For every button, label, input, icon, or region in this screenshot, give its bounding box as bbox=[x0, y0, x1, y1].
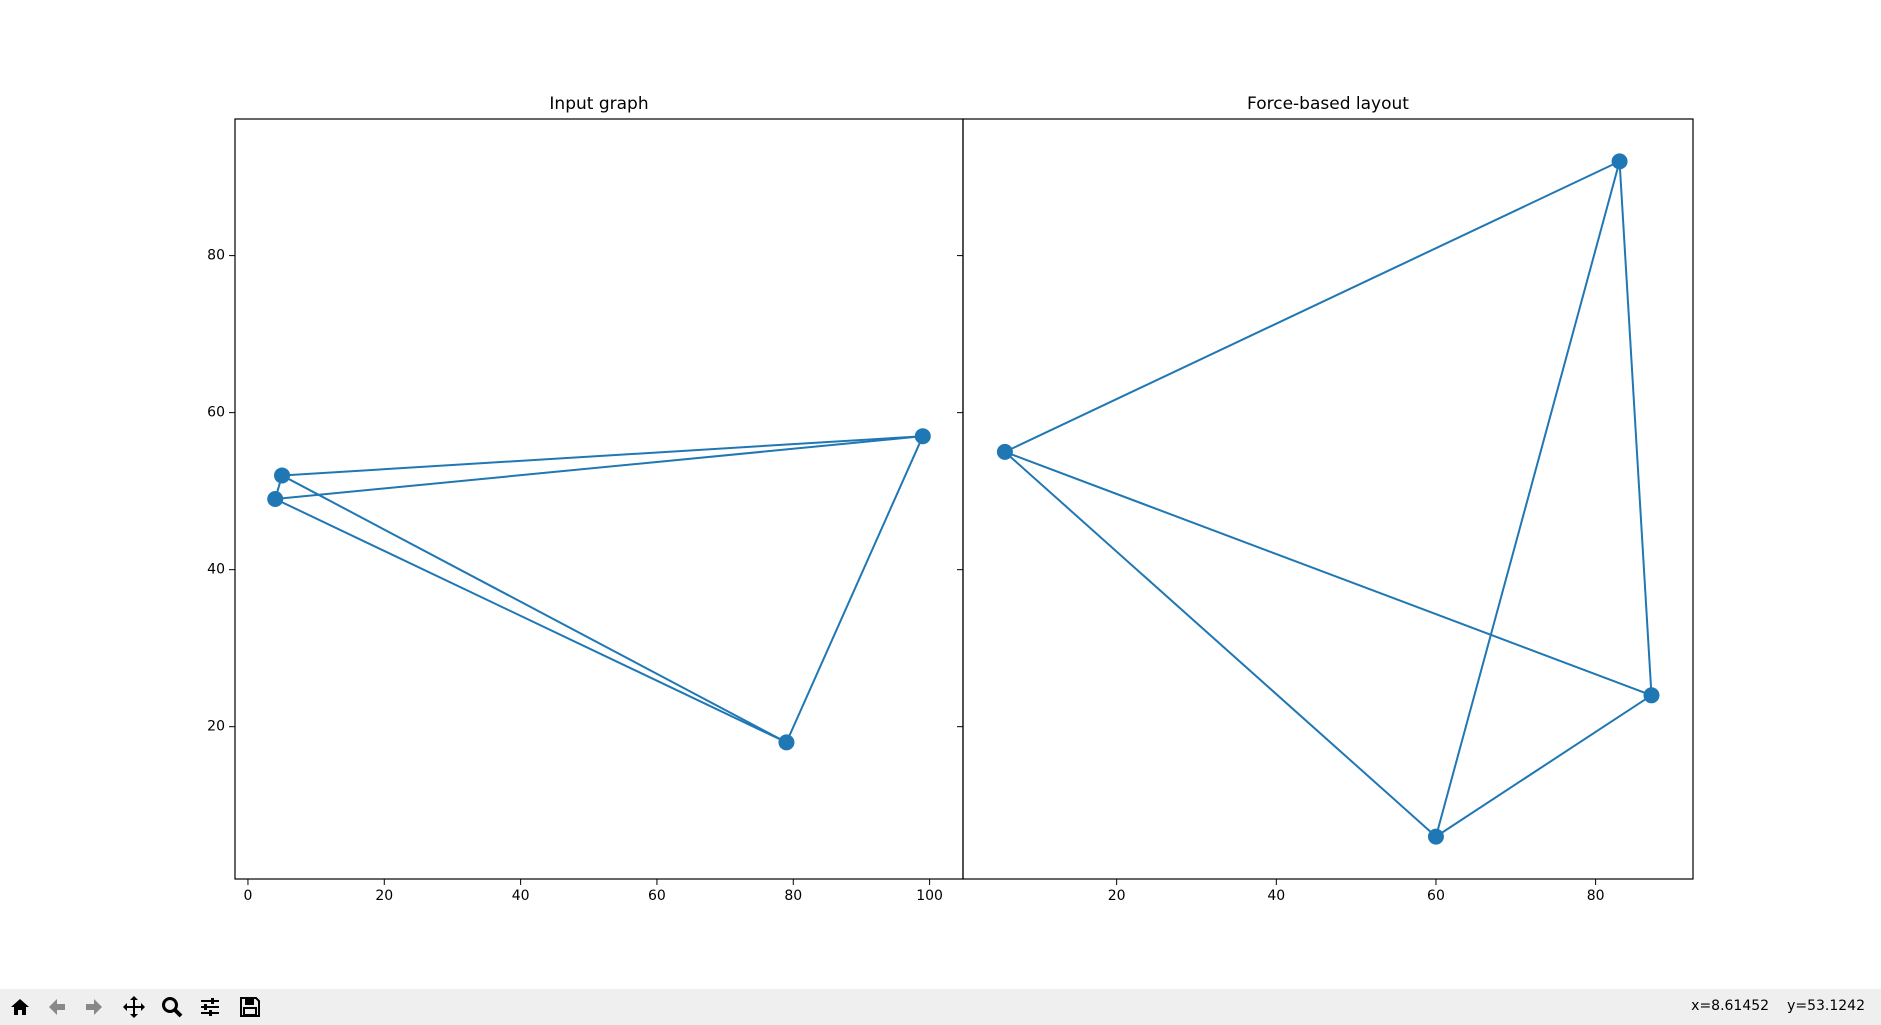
status-y: y=53.1242 bbox=[1787, 998, 1865, 1014]
figure: Input graph 0 20 40 60 80 100 20 40 60 80 Force-bas… bbox=[207, 94, 1694, 904]
x-tick-label: 40 bbox=[512, 888, 530, 904]
save-button[interactable] bbox=[238, 995, 262, 1019]
axes-title: Force-based layout bbox=[1247, 94, 1409, 114]
toolbar: x=8.61452 y=53.1242 bbox=[0, 989, 1881, 1025]
edge bbox=[1618, 161, 1653, 696]
axes-frame bbox=[234, 118, 964, 880]
edge bbox=[1435, 694, 1653, 838]
home-button[interactable] bbox=[8, 995, 32, 1019]
y-tick-label: 20 bbox=[207, 719, 225, 735]
x-tick-label: 60 bbox=[648, 888, 666, 904]
configure-button[interactable] bbox=[198, 995, 222, 1019]
back-button[interactable] bbox=[45, 995, 69, 1019]
node bbox=[1611, 153, 1628, 170]
node bbox=[778, 734, 795, 751]
x-tick-label: 20 bbox=[375, 888, 393, 904]
node bbox=[1643, 687, 1660, 704]
node bbox=[1427, 828, 1444, 845]
edge bbox=[281, 435, 923, 477]
y-tick-label: 80 bbox=[207, 248, 225, 264]
x-tick-label: 80 bbox=[784, 888, 802, 904]
axes-title: Input graph bbox=[549, 94, 648, 114]
edge bbox=[1004, 450, 1652, 697]
edge bbox=[1434, 161, 1621, 837]
status-x: x=8.61452 bbox=[1691, 998, 1770, 1014]
pan-button[interactable] bbox=[122, 995, 146, 1019]
y-tick-label: 40 bbox=[207, 562, 225, 578]
axes-frame bbox=[962, 118, 1694, 880]
x-tick-label: 0 bbox=[243, 888, 252, 904]
edge bbox=[1004, 451, 1437, 838]
x-tick-label: 40 bbox=[1267, 888, 1285, 904]
status-text: x=8.61452 y=53.1242 bbox=[1673, 998, 1865, 1014]
x-tick-label: 60 bbox=[1427, 888, 1445, 904]
edge bbox=[281, 474, 787, 744]
x-tick-label: 80 bbox=[1587, 888, 1605, 904]
edge bbox=[275, 435, 923, 500]
edge bbox=[785, 435, 924, 743]
x-tick-label: 20 bbox=[1108, 888, 1126, 904]
node bbox=[267, 491, 284, 507]
node bbox=[274, 467, 291, 484]
node bbox=[996, 443, 1013, 460]
x-tick-label: 100 bbox=[916, 888, 943, 904]
forward-button[interactable] bbox=[82, 995, 106, 1019]
y-tick-label: 60 bbox=[207, 405, 225, 421]
edge bbox=[274, 498, 787, 744]
edge bbox=[1004, 160, 1620, 453]
zoom-button[interactable] bbox=[160, 995, 184, 1019]
node bbox=[914, 428, 931, 445]
